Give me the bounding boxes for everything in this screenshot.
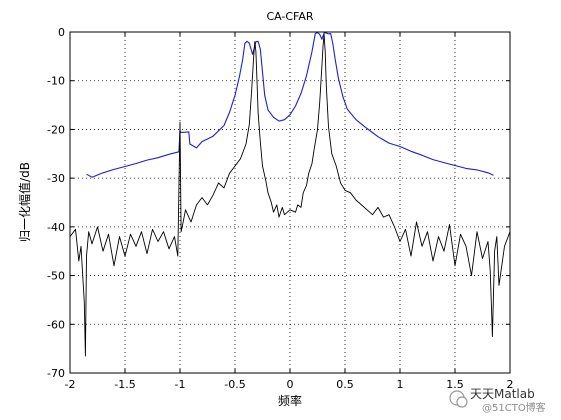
- y-tick-label: -60: [47, 318, 65, 331]
- y-tick-label: -20: [47, 123, 65, 136]
- watermark-name: 天天Matlab: [470, 387, 535, 401]
- x-tick-label: -1.5: [114, 378, 135, 391]
- series-line-1: [86, 31, 494, 178]
- plot-area: [70, 32, 510, 373]
- x-tick-label: 2: [507, 378, 514, 391]
- x-tick-label: -2: [65, 378, 76, 391]
- x-tick-label: 0.5: [336, 378, 354, 391]
- x-tick-label: -1: [175, 378, 186, 391]
- y-tick-label: -10: [47, 75, 65, 88]
- chart-title: CA-CFAR: [266, 10, 313, 23]
- y-tick-label: 0: [58, 26, 65, 39]
- y-tick-label: -30: [47, 172, 65, 185]
- watermark-logo-icon-inner: [456, 396, 468, 408]
- y-tick-label: -70: [47, 367, 65, 380]
- watermark-subtext: @51CTO博客: [482, 401, 546, 414]
- x-tick-label: -0.5: [224, 378, 245, 391]
- ticks: -2 -1.5 -1 -0.5 0 0.5 1 1.5 2 0 -10 -20 -30 -40 -50 -60…: [47, 26, 513, 391]
- y-tick-label: -50: [47, 270, 65, 283]
- grid: [70, 32, 510, 373]
- x-tick-label: 0: [287, 378, 294, 391]
- y-axis-label: 归一化幅值/dB: [17, 162, 32, 242]
- series-line-2: [69, 33, 511, 357]
- watermark: 天天Matlab @51CTO博客: [449, 387, 546, 414]
- y-tick-label: -40: [47, 221, 65, 234]
- x-tick-label: 1.5: [446, 378, 464, 391]
- x-axis-label: 频率: [278, 393, 302, 408]
- series-layer: [69, 31, 511, 357]
- x-tick-label: 1: [397, 378, 404, 391]
